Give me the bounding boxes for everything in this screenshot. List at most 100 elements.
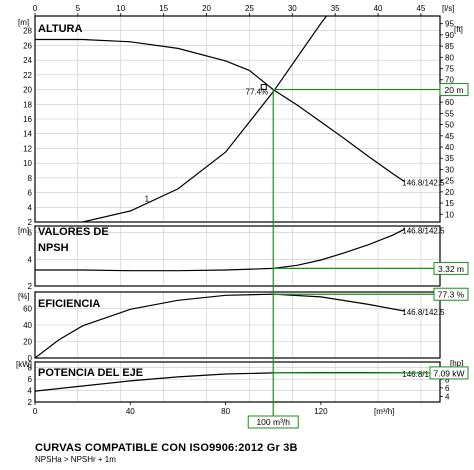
right-axis-tick-label: 60: [445, 98, 454, 107]
y-tick-label: 4: [28, 255, 33, 264]
panel-frame: [34, 15, 441, 223]
head-y2-unit: [ft]: [454, 25, 463, 34]
y-tick-label: 20: [23, 338, 32, 347]
bottom-axis-unit: [m³/h]: [374, 407, 394, 416]
y-tick-label: 2: [28, 282, 33, 291]
right-axis-tick-label: 20: [445, 188, 454, 197]
top-axis-tick-label: 40: [374, 4, 383, 13]
top-axis-tick-label: 0: [33, 4, 38, 13]
y-tick-label: 6: [28, 375, 33, 384]
right-axis-tick-label: 90: [445, 31, 454, 40]
right-axis-tick-label: 25: [445, 177, 454, 186]
footer-title: CURVAS COMPATIBLE CON ISO9906:2012 Gr 3B: [35, 442, 298, 454]
npsh-y-unit: [m]: [18, 226, 29, 235]
series-label: 146.8/142.5: [402, 308, 445, 317]
panel-title-power: POTENCIA DEL EJE: [38, 367, 143, 379]
flow-value-text: 100 m³/h: [256, 417, 290, 427]
y-tick-label: 16: [23, 115, 32, 124]
y-tick-label: 10: [23, 159, 32, 168]
duty-efficiency-label: 77.4%: [246, 88, 269, 97]
y-tick-label: 22: [23, 71, 32, 80]
right-axis-tick-label: 75: [445, 65, 454, 74]
y-tick-label: 6: [28, 189, 33, 198]
right-axis-tick-label: 95: [445, 20, 454, 29]
series-label: 146.8/142.5: [402, 370, 445, 379]
duty-value-text: 3.32 m: [438, 264, 464, 274]
y-tick-label: 14: [23, 130, 32, 139]
y-tick-label: 8: [28, 364, 33, 373]
panel-title-npsh: VALORES DE: [38, 226, 109, 238]
duty-point-marker: [260, 84, 267, 91]
right-axis-tick-label: 4: [445, 392, 450, 401]
duty-value-box: [429, 366, 469, 380]
right-axis-tick-label: 50: [445, 121, 454, 130]
y-tick-label: 40: [23, 321, 32, 330]
y-tick-label: 4: [28, 203, 33, 212]
right-axis-tick-label: 85: [445, 42, 454, 51]
top-axis-tick-label: 15: [159, 4, 168, 13]
right-axis-tick-label: 70: [445, 76, 454, 85]
top-axis-tick-label: 5: [76, 4, 81, 13]
flow-value-box: [247, 415, 299, 429]
y-tick-label: 28: [23, 27, 32, 36]
y-tick-label: 18: [23, 100, 32, 109]
series-label: 146.8/142.5: [402, 226, 445, 235]
right-axis-tick-label: 40: [445, 143, 454, 152]
right-axis-tick-label: 80: [445, 53, 454, 62]
panel-frame: [34, 361, 441, 403]
panel-title-head: ALTURA: [38, 23, 82, 35]
duty-value-text: 77.3 %: [438, 290, 465, 300]
right-axis-tick-label: 10: [445, 210, 454, 219]
top-axis-tick-label: 25: [245, 4, 254, 13]
y-tick-label: 2: [28, 218, 33, 227]
y-tick-label: 26: [23, 41, 32, 50]
head-y-unit: [m]: [18, 18, 29, 27]
duty-value-box: [433, 287, 469, 301]
y-tick-label: 2: [28, 398, 33, 407]
y-tick-label: 8: [28, 174, 33, 183]
bottom-axis-tick-label: 40: [126, 407, 135, 416]
right-axis-tick-label: 8: [445, 375, 450, 384]
efficiency-y-unit: [%]: [18, 292, 30, 301]
panel-frame: [34, 291, 441, 359]
series-line-head-0: [35, 38, 405, 182]
top-axis-tick-label: 30: [288, 4, 297, 13]
y-tick-label: 12: [23, 144, 32, 153]
right-axis-tick-label: 30: [445, 165, 454, 174]
top-axis-tick-label: 20: [202, 4, 211, 13]
right-axis-tick-label: 15: [445, 199, 454, 208]
series-label: 146.8/142.5: [402, 179, 445, 188]
panel-frame: [34, 225, 441, 287]
right-axis-tick-label: 45: [445, 132, 454, 141]
series-line-efficiency-0: [35, 293, 405, 358]
footer-note: NPSHa > NPSHr + 1m: [35, 455, 116, 464]
panel-title-npsh: NPSH: [38, 242, 69, 254]
y-tick-label: 24: [23, 56, 32, 65]
top-axis-tick-label: 35: [331, 4, 340, 13]
power-y-unit: [kW]: [16, 360, 32, 369]
right-axis-tick-label: 6: [445, 384, 450, 393]
panel-title-efficiency: EFICIENCIA: [38, 298, 100, 310]
system-curve-label: 1: [145, 194, 150, 203]
y-tick-label: 20: [23, 86, 32, 95]
series-line-head-1: [82, 16, 328, 222]
power-y2-unit: [hp]: [450, 359, 463, 368]
top-axis-tick-label: 10: [116, 4, 125, 13]
bottom-axis-tick-label: 80: [221, 407, 230, 416]
top-axis-tick-label: 45: [416, 4, 425, 13]
right-axis-tick-label: 55: [445, 109, 454, 118]
y-tick-label: 0: [28, 354, 33, 363]
bottom-axis-tick-label: 0: [33, 407, 38, 416]
duty-value-box: [433, 261, 469, 275]
series-line-npsh-0: [35, 228, 405, 272]
duty-value-text: 7.09 kW: [433, 368, 464, 378]
duty-value-text: 20 m: [445, 85, 464, 95]
right-axis-tick-label: 35: [445, 154, 454, 163]
duty-value-box: [439, 83, 469, 97]
y-tick-label: 60: [23, 305, 32, 314]
y-tick-label: 4: [28, 387, 33, 396]
y-tick-label: 6: [28, 229, 33, 238]
top-axis-unit: [l/s]: [442, 4, 454, 13]
